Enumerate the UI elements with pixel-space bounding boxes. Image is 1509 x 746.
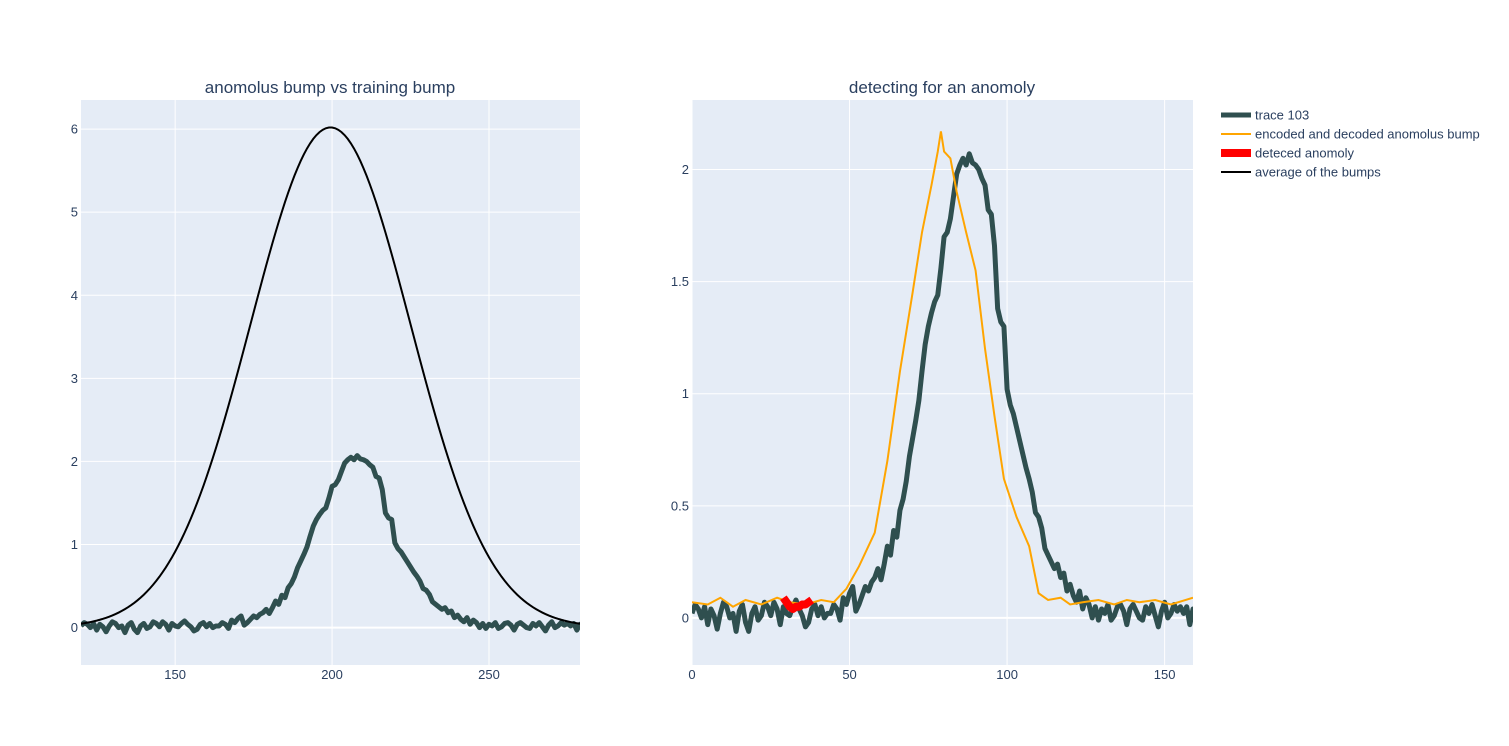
right-detected-anomaly-line [780,595,815,613]
right-x-tick-label: 150 [1154,667,1176,682]
right-trace-103-line [692,151,1193,634]
right-subplot: 0 50 100 150 0 0.5 1 1.5 2 detecting for an anom… [671,78,1193,682]
left-tick-labels: 150 200 250 0 1 2 3 4 5 6 [71,122,500,682]
left-y-tick-label: 5 [71,205,78,220]
left-subplot: 150 200 250 0 1 2 3 4 5 6 anomolus bump vs traini… [71,78,580,682]
right-x-tick-label: 0 [688,667,695,682]
right-y-tick-label: 2 [682,162,689,177]
left-series-group [81,126,580,636]
right-y-tick-label: 0 [682,610,689,625]
legend-item-trace-103[interactable]: trace 103 [1221,108,1309,123]
left-x-tick-label: 250 [478,667,500,682]
legend-label-average-bumps: average of the bumps [1255,165,1381,180]
right-y-tick-label: 1 [682,386,689,401]
left-x-tick-label: 200 [321,667,343,682]
right-x-tick-label: 100 [996,667,1018,682]
left-y-tick-label: 2 [71,454,78,469]
right-series-group [692,131,1193,634]
left-y-tick-label: 6 [71,122,78,137]
left-y-tick-label: 1 [71,537,78,552]
legend: trace 103 encoded and decoded anomolus b… [1221,108,1480,180]
right-x-tick-label: 50 [842,667,856,682]
left-y-tick-label: 4 [71,288,78,303]
legend-item-encoded-decoded[interactable]: encoded and decoded anomolus bump [1221,127,1480,142]
left-gridlines [81,100,580,665]
right-chart-title: detecting for an anomoly [849,78,1036,97]
right-tick-labels: 0 50 100 150 0 0.5 1 1.5 2 [671,162,1176,682]
legend-label-detected-anomaly: deteced anomoly [1255,146,1355,161]
left-chart-title: anomolus bump vs training bump [205,78,455,97]
right-gridlines [691,100,1193,665]
right-y-tick-label: 0.5 [671,498,689,513]
legend-item-detected-anomaly[interactable]: deteced anomoly [1221,146,1355,161]
left-x-tick-label: 150 [164,667,186,682]
left-trace-103-line [81,453,580,636]
legend-item-average-bumps[interactable]: average of the bumps [1221,165,1381,180]
left-average-of-bumps-line [81,126,580,625]
right-y-tick-label: 1.5 [671,274,689,289]
left-y-tick-label: 0 [71,620,78,635]
left-y-tick-label: 3 [71,371,78,386]
right-plot-area [692,100,1193,665]
legend-label-encoded-decoded: encoded and decoded anomolus bump [1255,127,1480,142]
legend-label-trace-103: trace 103 [1255,108,1309,123]
